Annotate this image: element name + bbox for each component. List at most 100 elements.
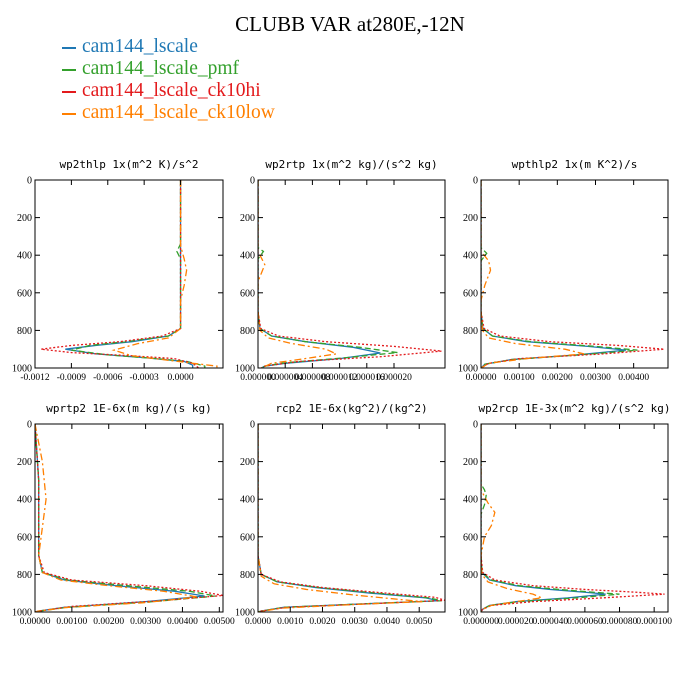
y-tick-label: 600	[463, 532, 478, 543]
y-tick-label: 0	[473, 176, 478, 187]
y-tick-label: 0	[473, 420, 478, 431]
x-tick-label: 0.000004	[267, 373, 303, 383]
y-tick-label: 800	[17, 570, 32, 581]
legend-label: cam144_lscale_ck10low	[82, 102, 275, 123]
series-line	[258, 180, 398, 368]
x-tick-label: 0.0050	[406, 617, 432, 627]
series-line	[258, 424, 423, 612]
plot-frame	[480, 423, 669, 613]
series-line	[258, 180, 442, 368]
y-tick-label: 200	[463, 213, 478, 224]
y-tick-label: 1000	[235, 608, 255, 619]
x-tick-label: 0.0030	[342, 617, 368, 627]
legend: cam144_lscale cam144_lscale_pmf cam144_l…	[62, 36, 275, 124]
plot-frame	[34, 423, 224, 613]
y-tick-label: 1000	[458, 364, 478, 375]
y-tick-label: 400	[463, 251, 478, 262]
panel-title: wprtp2 1E-6x(m kg)/(s kg)	[46, 402, 212, 415]
legend-label: cam144_lscale_ck10hi	[82, 80, 261, 101]
plot-frame	[257, 423, 446, 613]
y-tick-label: 800	[17, 326, 32, 337]
x-tick-label: 0.000000	[240, 373, 276, 383]
y-tick-label: 800	[463, 570, 478, 581]
y-tick-label: 200	[240, 457, 255, 468]
series-line	[40, 180, 200, 368]
y-tick-label: 200	[240, 213, 255, 224]
y-tick-label: 400	[240, 495, 255, 506]
series-line	[35, 424, 216, 612]
x-tick-label: 0.000100	[636, 617, 672, 627]
y-tick-label: 1000	[12, 608, 32, 619]
panel-title: wp2rtp 1x(m^2 kg)/(s^2 kg)	[265, 158, 437, 171]
x-tick-label: 0.000020	[376, 373, 412, 383]
series-line	[35, 424, 205, 612]
y-tick-label: 200	[17, 457, 32, 468]
series-line	[481, 424, 665, 612]
x-tick-label: 0.00400	[167, 617, 198, 627]
series-line	[35, 424, 198, 612]
figure-title: CLUBB VAR at280E,-12N	[235, 12, 465, 36]
x-tick-label: 0.00300	[130, 617, 161, 627]
series-line	[481, 180, 585, 368]
x-tick-label: 0.00400	[618, 373, 649, 383]
y-tick-label: 400	[17, 495, 32, 506]
x-tick-label: 0.00300	[580, 373, 611, 383]
x-tick-label: 0.0010	[277, 617, 303, 627]
plot-frame	[480, 179, 669, 369]
y-tick-label: 600	[240, 532, 255, 543]
x-tick-label: 0.000008	[295, 373, 331, 383]
x-tick-label: 0.0000	[245, 617, 271, 627]
y-tick-label: 1000	[12, 364, 32, 375]
series-line	[481, 180, 665, 368]
y-tick-label: 800	[240, 570, 255, 581]
series-line	[481, 424, 620, 612]
x-tick-label: 0.000000	[463, 617, 499, 627]
legend-item: cam144_lscale_ck10hi	[62, 80, 275, 102]
x-tick-label: 0.000012	[322, 373, 358, 383]
legend-swatch-icon	[62, 113, 76, 115]
series-line	[35, 424, 223, 612]
x-tick-label: 0.000060	[567, 617, 603, 627]
legend-item: cam144_lscale_pmf	[62, 58, 275, 80]
legend-label: cam144_lscale_pmf	[82, 58, 240, 79]
legend-swatch-icon	[62, 69, 76, 71]
y-tick-label: 0	[250, 176, 255, 187]
x-tick-label: -0.0003	[130, 373, 160, 383]
x-tick-label: 0.00100	[56, 617, 87, 627]
y-tick-label: 800	[463, 326, 478, 337]
x-tick-label: -0.0009	[57, 373, 87, 383]
series-line	[71, 180, 206, 368]
y-tick-label: 1000	[235, 364, 255, 375]
chart-panel: wp2rcp 1E-3x(m^2 kg)/(s^2 kg)0 200 400 600 8…	[458, 402, 672, 627]
x-tick-label: 0.0040	[374, 617, 400, 627]
y-tick-label: 600	[17, 532, 32, 543]
legend-item: cam144_lscale_ck10low	[62, 102, 275, 124]
series-line	[258, 424, 439, 612]
series-line	[111, 180, 218, 368]
legend-label: cam144_lscale	[82, 36, 198, 57]
x-tick-label: 0.000080	[602, 617, 638, 627]
plot-frame	[257, 179, 446, 369]
panel-title: wp2rcp 1E-3x(m^2 kg)/(s^2 kg)	[478, 402, 670, 415]
y-tick-label: 200	[17, 213, 32, 224]
x-tick-label: 0.000020	[498, 617, 534, 627]
legend-item: cam144_lscale	[62, 36, 275, 58]
x-tick-label: 0.00100	[504, 373, 535, 383]
x-tick-label: 0.000040	[532, 617, 568, 627]
y-tick-label: 0	[27, 176, 32, 187]
series-line	[65, 180, 194, 368]
y-tick-label: 600	[463, 288, 478, 299]
x-tick-label: 0.00500	[204, 617, 235, 627]
chart-panel: wprtp2 1E-6x(m kg)/(s kg) 0 200 400 600 800 10…	[12, 402, 235, 627]
x-tick-label: 0.0020	[309, 617, 335, 627]
chart-panel: wp2rtp 1x(m^2 kg)/(s^2 kg) 0 200 400 600 800 1…	[235, 158, 446, 383]
y-tick-label: 200	[463, 457, 478, 468]
x-tick-label: 0.00200	[93, 617, 124, 627]
y-tick-label: 400	[17, 251, 32, 262]
y-tick-label: 0	[250, 420, 255, 431]
y-tick-label: 600	[17, 288, 32, 299]
series-line	[258, 180, 381, 368]
x-tick-label: 0.00200	[542, 373, 573, 383]
legend-swatch-icon	[62, 91, 76, 93]
x-tick-label: 0.000016	[349, 373, 385, 383]
